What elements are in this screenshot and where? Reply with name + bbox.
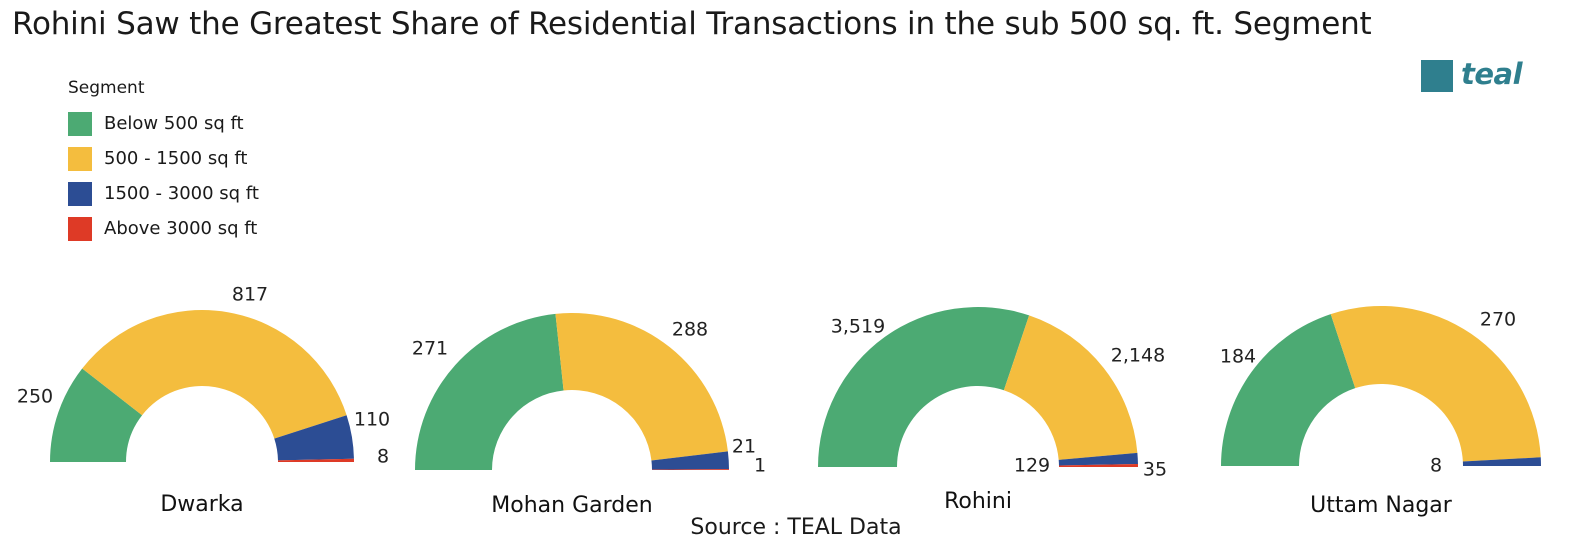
legend-swatch (68, 181, 92, 206)
chart-rohini: 3,519 2,148 129 35 Rohini (818, 307, 1167, 514)
data-label: 270 (1480, 309, 1516, 331)
legend-swatch (68, 216, 92, 241)
chart-name: Uttam Nagar (1310, 493, 1453, 518)
data-label: 1 (754, 455, 766, 477)
legend-label: Above 3000 sq ft (104, 218, 258, 239)
data-label: 110 (354, 409, 390, 431)
chart-uttam-nagar: 184 270 8 Uttam Nagar (1220, 306, 1541, 518)
legend-label: 1500 - 3000 sq ft (104, 183, 259, 204)
slice-below-500-sq-ft (415, 313, 564, 470)
legend-item-above-3000: Above 3000 sq ft (68, 211, 259, 246)
legend-label: Below 500 sq ft (104, 113, 244, 134)
slice-1500-3000-sq-ft (1462, 457, 1541, 466)
chart-name: Mohan Garden (491, 493, 652, 518)
chart-name: Dwarka (160, 492, 243, 517)
slice-below-500-sq-ft (1221, 314, 1356, 466)
legend-label: 500 - 1500 sq ft (104, 148, 248, 169)
data-label: 129 (1014, 455, 1050, 477)
data-label: 271 (412, 338, 448, 360)
slice-above-3000-sq-ft (277, 458, 354, 462)
slice-500-1500-sq-ft (1330, 306, 1541, 462)
legend-item-1500-3000: 1500 - 3000 sq ft (68, 176, 259, 211)
data-label: 21 (732, 436, 756, 458)
legend: Segment Below 500 sq ft 500 - 1500 sq ft… (68, 78, 259, 246)
data-label: 817 (232, 284, 268, 306)
data-label: 35 (1143, 459, 1167, 481)
slice-500-1500-sq-ft (82, 309, 347, 439)
data-label: 2,148 (1111, 345, 1165, 367)
legend-swatch (68, 111, 92, 136)
data-label: 184 (1220, 346, 1256, 368)
chart-title: Rohini Saw the Greatest Share of Residen… (12, 6, 1372, 42)
logo-square-icon (1421, 60, 1453, 92)
chart-name: Rohini (944, 489, 1012, 514)
chart-mohan-garden: 271 288 211 Mohan Garden (412, 313, 766, 518)
slice-above-3000-sq-ft (651, 469, 729, 470)
data-label: 288 (672, 319, 708, 341)
data-label: 250 (17, 386, 53, 408)
slice-1500-3000-sq-ft (651, 451, 729, 470)
data-label: 8 (1430, 455, 1442, 477)
data-label: 8 (377, 446, 389, 468)
source-note: Source : TEAL Data (690, 515, 902, 540)
logo-text: teal (1461, 57, 1523, 91)
slice-below-500-sq-ft (818, 307, 1030, 467)
chart-dwarka: 250 817 110 8 Dwarka (17, 284, 390, 518)
slice-500-1500-sq-ft (1003, 315, 1138, 460)
legend-swatch (68, 146, 92, 171)
slice-1500-3000-sq-ft (1058, 452, 1138, 466)
legend-item-below-500: Below 500 sq ft (68, 106, 259, 141)
slice-1500-3000-sq-ft (274, 415, 354, 461)
teal-logo: teal (1421, 57, 1546, 96)
legend-title: Segment (68, 78, 145, 98)
legend-item-500-1500: 500 - 1500 sq ft (68, 141, 259, 176)
slice-500-1500-sq-ft (555, 313, 728, 461)
slice-above-3000-sq-ft (1058, 463, 1138, 467)
slice-below-500-sq-ft (50, 368, 143, 462)
data-label: 3,519 (831, 316, 885, 338)
